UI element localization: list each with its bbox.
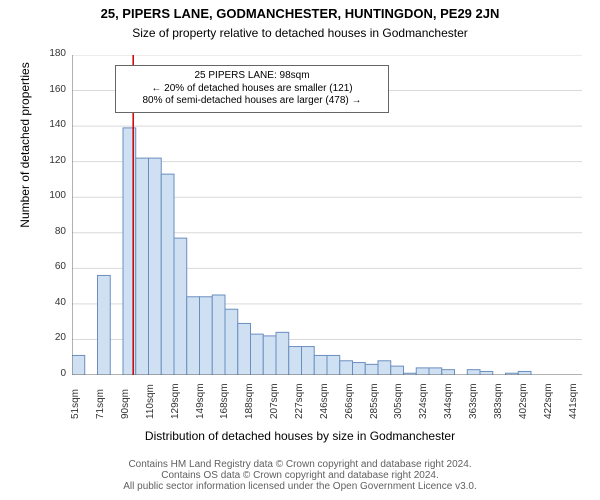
x-tick: 227sqm <box>294 383 305 419</box>
y-tick: 100 <box>49 190 66 201</box>
x-tick: 246sqm <box>319 383 330 419</box>
x-tick: 324sqm <box>418 383 429 419</box>
footer-line-2: Contains OS data © Crown copyright and d… <box>0 470 600 481</box>
x-tick: 90sqm <box>120 389 131 419</box>
chart-subtitle: Size of property relative to detached ho… <box>0 26 600 40</box>
y-tick: 160 <box>49 84 66 95</box>
x-tick: 344sqm <box>443 383 454 419</box>
x-tick: 207sqm <box>269 383 280 419</box>
x-tick: 363sqm <box>468 383 479 419</box>
x-tick: 422sqm <box>543 383 554 419</box>
x-tick: 129sqm <box>170 383 181 419</box>
annotation-line-3: 80% of semi-detached houses are larger (… <box>122 95 382 108</box>
x-tick: 285sqm <box>369 383 380 419</box>
y-tick: 0 <box>60 368 66 379</box>
y-tick: 20 <box>55 332 66 343</box>
y-tick: 40 <box>55 297 66 308</box>
annotation-box: 25 PIPERS LANE: 98sqm ← 20% of detached … <box>115 65 389 113</box>
x-tick: 305sqm <box>393 383 404 419</box>
y-tick: 140 <box>49 119 66 130</box>
x-tick: 383sqm <box>493 383 504 419</box>
x-tick: 51sqm <box>70 389 81 419</box>
x-tick: 168sqm <box>219 383 230 419</box>
y-axis-label: Number of detached properties <box>18 0 32 305</box>
x-tick: 266sqm <box>344 383 355 419</box>
annotation-line-1: 25 PIPERS LANE: 98sqm <box>122 70 382 83</box>
y-tick: 60 <box>55 261 66 272</box>
annotation-line-2: ← 20% of detached houses are smaller (12… <box>122 83 382 96</box>
x-tick: 71sqm <box>95 389 106 419</box>
x-tick: 402sqm <box>518 383 529 419</box>
x-tick: 441sqm <box>568 383 579 419</box>
x-axis-label: Distribution of detached houses by size … <box>0 429 600 443</box>
y-tick: 180 <box>49 48 66 59</box>
chart-title: 25, PIPERS LANE, GODMANCHESTER, HUNTINGD… <box>0 6 600 21</box>
x-tick: 149sqm <box>195 383 206 419</box>
x-tick: 110sqm <box>145 384 156 419</box>
footer: Contains HM Land Registry data © Crown c… <box>0 459 600 492</box>
x-tick: 188sqm <box>244 383 255 419</box>
footer-line-3: All public sector information licensed u… <box>0 481 600 492</box>
y-tick: 80 <box>55 226 66 237</box>
footer-line-1: Contains HM Land Registry data © Crown c… <box>0 459 600 470</box>
y-tick: 120 <box>49 155 66 166</box>
